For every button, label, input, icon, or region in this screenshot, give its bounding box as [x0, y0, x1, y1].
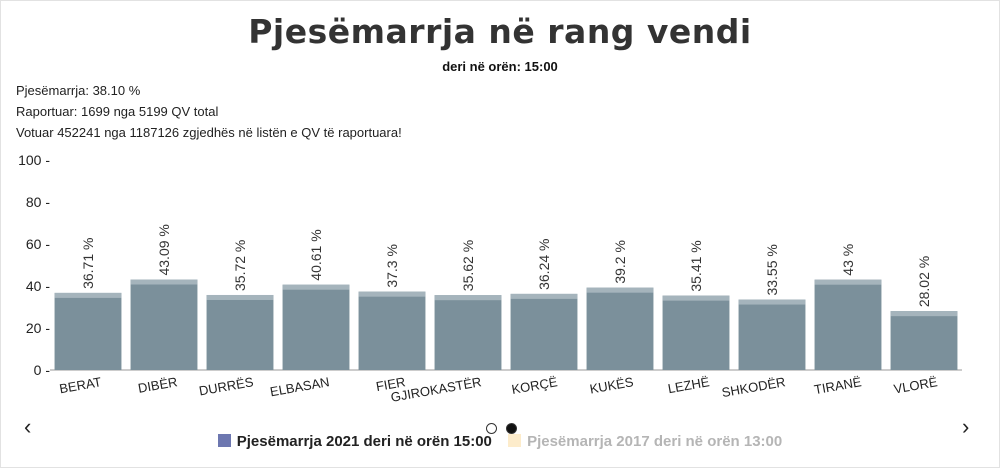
bar-top-highlight	[54, 292, 122, 298]
x-tick-label: BERAT	[58, 374, 102, 396]
y-tick-label: 20 -	[26, 320, 50, 336]
data-label: 35.72 %	[232, 240, 248, 291]
x-tick-label: SHKODËR	[721, 374, 787, 400]
x-tick-label: FIER	[375, 374, 407, 394]
prev-arrow-icon[interactable]: ‹	[24, 414, 32, 439]
data-label: 36.71 %	[80, 238, 96, 289]
x-tick-label: DURRËS	[198, 374, 255, 398]
legend-swatch-2017	[508, 434, 522, 447]
pager-dot-2[interactable]	[506, 423, 518, 434]
voted-text: Votuar 452241 nga 1187126 zgjedhës në li…	[16, 125, 402, 140]
bar-top-highlight	[586, 287, 654, 293]
chart-legend: Pjesëmarrja 2021 deri në orën 15:00 Pjes…	[0, 433, 1000, 450]
next-arrow-icon[interactable]: ›	[962, 414, 970, 439]
data-label: 40.61 %	[308, 229, 324, 280]
data-label: 35.62 %	[460, 240, 476, 291]
x-tick-label: VLORË	[893, 374, 939, 396]
bar	[814, 279, 882, 370]
bar	[206, 294, 274, 370]
x-tick-label: DIBËR	[137, 374, 179, 396]
bar	[890, 311, 958, 370]
data-label: 35.41 %	[688, 240, 704, 291]
data-label: 33.55 %	[764, 244, 780, 295]
bar-top-highlight	[130, 279, 198, 285]
legend-item-2021[interactable]: Pjesëmarrja 2021 deri në orën 15:00	[217, 433, 492, 450]
x-tick-label: TIRANË	[813, 374, 863, 397]
bar-top-highlight	[434, 295, 502, 301]
bar	[130, 279, 198, 370]
x-tick-label: LEZHË	[667, 374, 711, 396]
participation-text: Pjesëmarrja: 38.10 %	[16, 83, 141, 98]
bar-top-highlight	[662, 295, 730, 301]
y-tick-label: 40 -	[26, 278, 50, 294]
data-label: 28.02 %	[916, 256, 932, 307]
bar-top-highlight	[282, 284, 350, 290]
bar	[662, 295, 730, 370]
bar	[434, 295, 502, 370]
bar-top-highlight	[738, 299, 806, 305]
bar	[586, 287, 654, 370]
legend-label-2017: Pjesëmarrja 2017 deri në orën 13:00	[527, 433, 783, 450]
data-label: 36.24 %	[536, 239, 552, 290]
x-tick-label: ELBASAN	[269, 374, 331, 399]
y-tick-label: 60 -	[26, 236, 50, 252]
bar-top-highlight	[206, 294, 274, 300]
pager-dot-1[interactable]	[486, 423, 497, 434]
page-title: Pjesëmarrja në rang vendi	[248, 12, 752, 51]
y-tick-label: 0 -	[34, 362, 51, 378]
data-label: 37.3 %	[384, 244, 400, 288]
data-label: 43.09 %	[156, 224, 172, 275]
legend-item-2017[interactable]: Pjesëmarrja 2017 deri në orën 13:00	[508, 433, 782, 450]
bar	[510, 293, 578, 370]
legend-label-2021: Pjesëmarrja 2021 deri në orën 15:00	[236, 433, 492, 450]
reported-text: Raportuar: 1699 nga 5199 QV total	[16, 104, 219, 119]
y-tick-label: 80 -	[26, 194, 50, 210]
bar-top-highlight	[814, 279, 882, 285]
bar	[54, 292, 122, 370]
legend-swatch-2021	[217, 434, 231, 447]
bar	[282, 284, 350, 370]
pager-dots	[486, 421, 522, 439]
bar	[738, 299, 806, 370]
bar-chart: 0 - 20 - 40 - 60 - 80 - 100 - 36.71 % BERAT 43.0…	[18, 152, 962, 405]
bar-top-highlight	[358, 291, 426, 297]
y-tick-label: 100 -	[18, 152, 50, 168]
page-subtitle: deri në orën: 15:00	[442, 59, 558, 74]
x-tick-label: KORÇË	[510, 374, 558, 397]
bar	[358, 291, 426, 370]
stats-panel: Pjesëmarrja: 38.10 % Raportuar: 1699 nga…	[16, 80, 402, 143]
data-label: 39.2 %	[612, 240, 628, 284]
x-tick-label: KUKËS	[589, 374, 635, 396]
bar-top-highlight	[890, 311, 958, 317]
data-label: 43 %	[840, 244, 856, 276]
bar-top-highlight	[510, 293, 578, 299]
